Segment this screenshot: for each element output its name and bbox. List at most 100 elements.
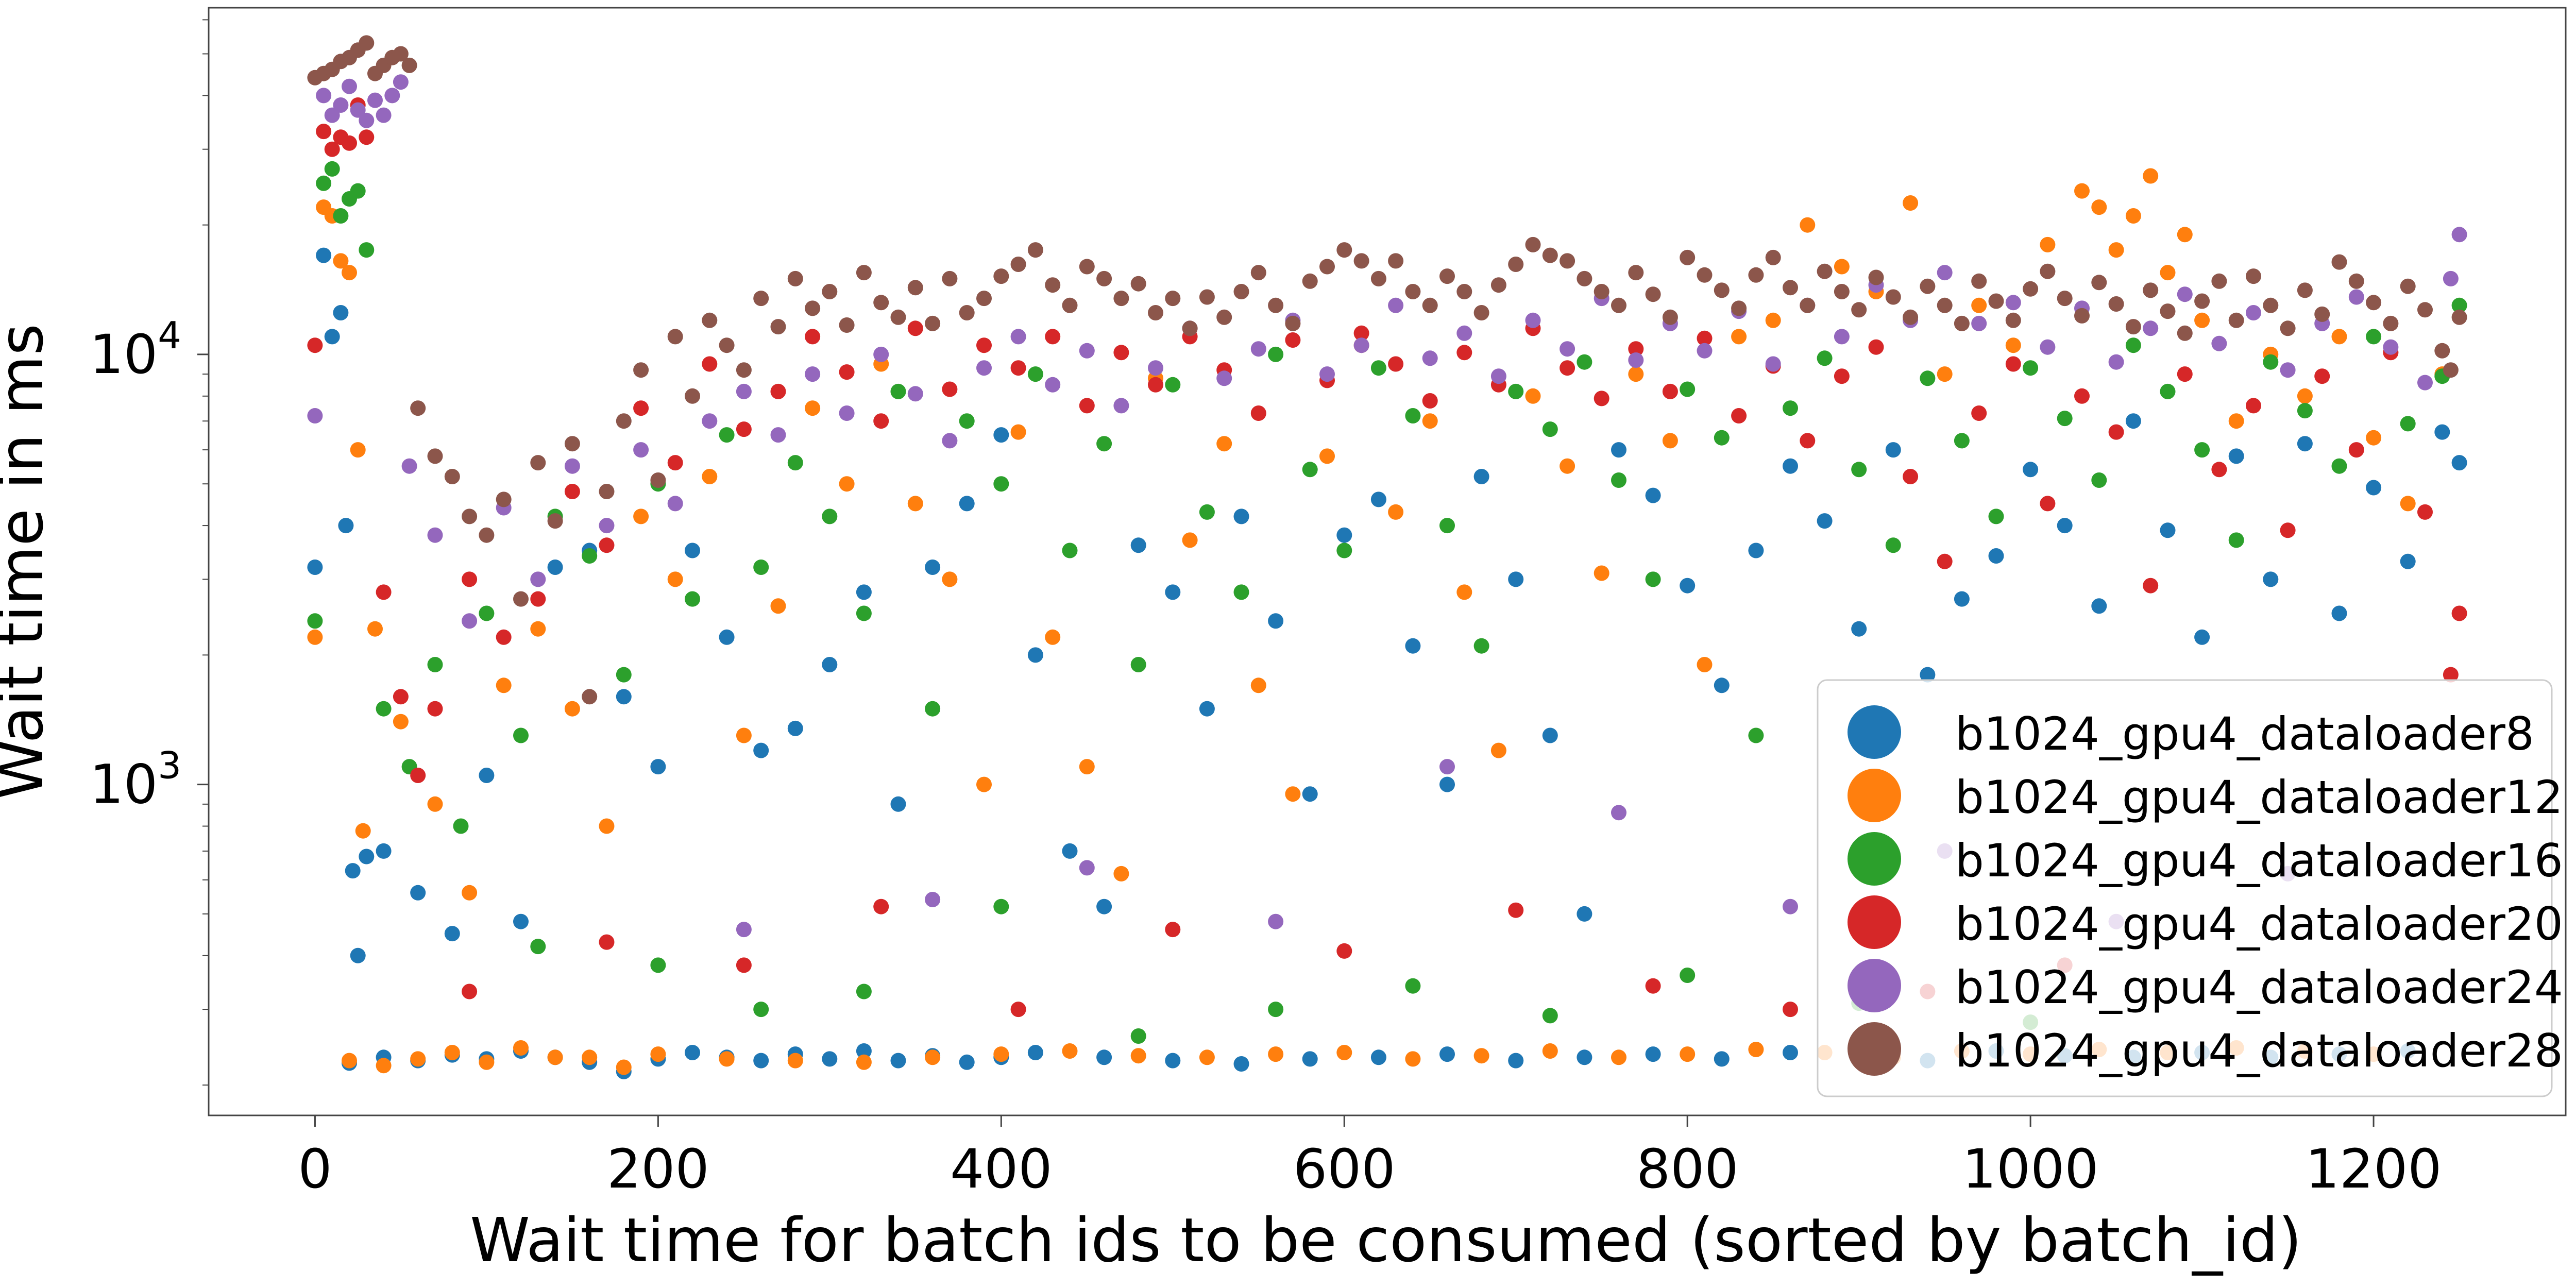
data-point (719, 427, 735, 443)
data-point (805, 400, 821, 416)
data-point (496, 629, 512, 645)
y-axis-label: Wait time in ms (0, 324, 57, 800)
data-point (427, 448, 443, 464)
data-point (2451, 455, 2467, 471)
data-point (359, 242, 375, 258)
data-point (1645, 978, 1661, 994)
data-point (1697, 343, 1713, 359)
data-point (856, 984, 872, 999)
data-point (513, 727, 529, 743)
data-point (1731, 408, 1747, 423)
data-point (2383, 315, 2399, 331)
data-point (1817, 350, 1833, 366)
legend-label: b1024_gpu4_dataloader8 (1955, 707, 2534, 760)
data-point (1645, 487, 1661, 503)
data-point (2400, 496, 2416, 512)
data-point (976, 776, 992, 792)
data-point (1388, 504, 1404, 520)
data-point (582, 689, 598, 705)
data-point (1542, 1008, 1558, 1024)
data-point (359, 129, 375, 145)
data-point (736, 421, 752, 437)
data-point (2143, 578, 2159, 594)
data-point (650, 472, 666, 488)
data-point (1542, 1043, 1558, 1059)
data-point (2211, 335, 2227, 351)
data-point (342, 1053, 357, 1069)
data-point (959, 305, 975, 320)
data-point (2057, 411, 2073, 427)
data-point (1370, 492, 1386, 507)
data-point (1388, 253, 1404, 269)
data-point (736, 383, 752, 399)
data-point (2125, 337, 2141, 353)
data-point (753, 742, 769, 758)
data-point (2211, 462, 2227, 478)
data-point (993, 476, 1009, 492)
data-point (1062, 543, 1078, 558)
data-point (1971, 405, 1987, 421)
data-point (753, 1002, 769, 1018)
data-point (2443, 667, 2459, 683)
data-point (719, 1051, 735, 1067)
data-point (2280, 522, 2296, 538)
data-point (1577, 1049, 1592, 1065)
data-point (1233, 584, 1249, 600)
data-point (2091, 199, 2107, 215)
data-point (925, 892, 941, 907)
data-point (1113, 345, 1129, 361)
data-point (307, 560, 323, 575)
data-point (1662, 433, 1678, 449)
data-point (530, 939, 546, 955)
data-point (1148, 360, 1163, 376)
data-point (1439, 776, 1455, 792)
data-point (1628, 341, 1644, 357)
data-point (2434, 343, 2450, 359)
data-point (1268, 346, 1284, 362)
data-point (2331, 605, 2347, 621)
data-point (1388, 356, 1404, 372)
data-point (1199, 504, 1215, 520)
data-point (342, 78, 357, 94)
data-point (1542, 727, 1558, 743)
data-point (547, 560, 563, 575)
data-point (2400, 553, 2416, 569)
data-point (2417, 375, 2433, 391)
data-point (1834, 329, 1850, 345)
data-point (2417, 504, 2433, 520)
data-point (2091, 472, 2107, 488)
data-point (376, 701, 392, 717)
data-point (1903, 195, 1919, 211)
data-point (2228, 413, 2244, 429)
data-point (1285, 315, 1301, 331)
data-point (1868, 269, 1884, 285)
data-point (1336, 543, 1352, 558)
data-point (1285, 786, 1301, 802)
data-point (376, 1058, 392, 1074)
data-point (333, 97, 349, 113)
data-point (1319, 366, 1335, 382)
data-point (1010, 329, 1026, 345)
data-point (342, 135, 357, 151)
data-point (2125, 413, 2141, 429)
data-point (367, 621, 383, 637)
data-point (959, 413, 975, 429)
data-point (599, 518, 615, 534)
data-point (907, 496, 923, 512)
x-axis: 0 200 400 600 800 1000 1200 (298, 1115, 2442, 1200)
data-point (1645, 571, 1661, 587)
data-point (805, 329, 821, 345)
data-point (444, 926, 460, 942)
data-point (2263, 354, 2279, 370)
data-point (2108, 424, 2124, 440)
data-point (1714, 677, 1730, 693)
data-point (2160, 303, 2176, 319)
data-point (1439, 759, 1455, 775)
data-point (1800, 217, 1816, 233)
data-point (2228, 312, 2244, 328)
data-point (2143, 282, 2159, 298)
data-point (462, 613, 478, 629)
data-point (2314, 368, 2330, 384)
data-point (401, 458, 417, 474)
data-point (942, 571, 958, 587)
